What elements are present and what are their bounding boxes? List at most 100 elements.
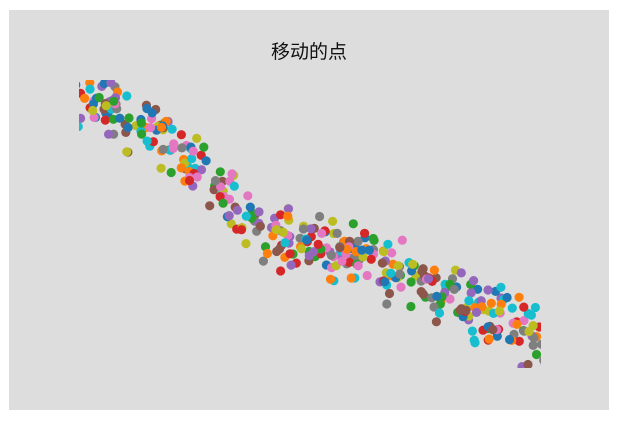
scatter-point [366,254,376,264]
scatter-point [335,243,345,253]
scatter-point [456,268,466,278]
scatter-point [236,225,247,235]
scatter-point [364,245,374,255]
scatter-point [386,268,396,278]
scatter-point [486,298,496,308]
scatter-point [218,198,228,208]
scatter-point [255,221,265,231]
scatter-point [262,248,272,259]
scatter-point [124,113,134,123]
scatter-point [188,146,198,156]
scatter-point [445,294,455,304]
scatter-point [406,301,416,312]
scatter-point [232,205,242,215]
scatter-point [168,143,178,153]
scatter-point [387,248,397,258]
scatter-point [408,259,418,269]
scatter-point [176,130,186,140]
scatter-point [147,108,157,118]
scatter-point [325,274,336,284]
scatter-point [395,269,405,279]
scatter-point [88,105,98,116]
scatter-point [328,216,338,226]
scatter-point [227,169,237,179]
scatter-point [536,339,541,349]
scatter-point [192,172,202,182]
scatter-point [344,257,354,267]
scatter-point [158,144,168,154]
scatter-point [210,176,221,186]
scatter-point [215,167,225,177]
scatter-point [94,92,104,103]
scatter-point [353,261,363,271]
scatter-point [285,249,295,259]
scatter-point [469,276,479,286]
scatter-point [418,289,428,299]
scatter-point [524,326,534,337]
scatter-point [85,84,95,94]
scatter-point [313,239,323,249]
scatter-point [100,115,110,125]
scatter-point [466,288,476,298]
scatter-point [177,143,187,153]
scatter-point [528,340,538,350]
scatter-point [393,261,403,271]
scatter-point [254,207,264,217]
scatter-point [431,317,441,327]
scatter-point [379,247,389,257]
scatter-point [353,236,363,246]
scatter-point [540,324,541,330]
scatter-point [380,277,390,287]
scatter-point [272,246,282,257]
scatter-point [296,244,306,254]
scatter-point [298,224,308,234]
scatter-point [317,228,327,238]
scatter-point [302,235,312,245]
chart-title: 移动的点 [270,41,347,63]
scatter-point [192,133,202,143]
scatter-point [429,265,439,275]
scatter-point [360,228,370,238]
scatter-point [467,326,477,336]
scatter-point [315,211,325,222]
scatter-point [241,239,251,249]
scatter-point [106,80,116,88]
scatter-point [362,270,372,281]
scatter-point [461,305,471,315]
scatter-point [494,306,504,316]
chart-frame: 移动的点 [9,10,609,410]
scatter-point [123,122,133,133]
scatter-point [280,238,290,248]
scatter-point [79,81,81,89]
scatter-point [529,333,539,343]
scatter-point [531,349,541,360]
scatter-point [276,266,286,276]
scatter-point [539,356,541,365]
scatter-point [122,91,132,101]
scatter-point [283,204,294,214]
scatter-point [484,334,494,344]
scatter-point [449,284,459,294]
scatter-point [224,211,234,221]
scatter-point [464,296,474,306]
scatter-point [502,292,512,303]
scatter-point [196,165,207,175]
scatter-point [276,210,286,220]
scatter-point [526,310,536,320]
scatter-point [471,307,482,317]
scatter-point [176,163,186,173]
scatter-point [80,93,90,103]
scatter-point [104,129,114,139]
scatter-point [423,274,434,284]
scatter-point [201,156,211,166]
scatter-point [243,191,253,201]
scatter-point [483,285,493,295]
scatter-point [306,224,316,234]
scatter-point [109,96,119,106]
scatter-point [146,123,156,133]
scatter-point [519,316,529,326]
scatter-point [156,122,167,132]
scatter-point [258,256,268,266]
scatter-point [383,239,393,249]
scatter-point [283,211,293,221]
